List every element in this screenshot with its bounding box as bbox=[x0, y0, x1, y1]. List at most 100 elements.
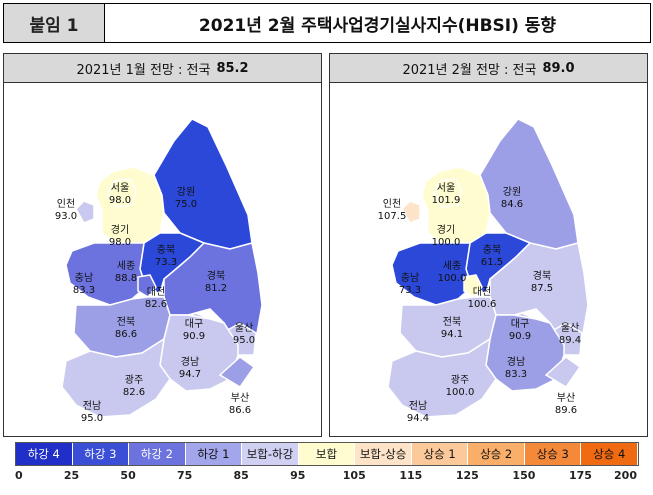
region-value-gyeonggi: 98.0 bbox=[109, 237, 131, 248]
legend-tick: 125 bbox=[455, 469, 479, 482]
legend-tick: 95 bbox=[290, 469, 306, 482]
region-daejeon bbox=[137, 274, 157, 298]
region-busan bbox=[544, 356, 582, 389]
korea-map: 경기98.0서울98.0인천93.0강원75.0충북73.3세종88.8충남83… bbox=[55, 118, 263, 424]
region-name-chungnam: 충남 bbox=[75, 272, 93, 284]
region-name-incheon: 인천 bbox=[383, 198, 401, 210]
region-gyeongbuk bbox=[163, 242, 263, 346]
region-name-seoul: 서울 bbox=[111, 182, 129, 194]
region-value-daejeon: 100.6 bbox=[468, 299, 497, 310]
region-value-busan: 89.6 bbox=[555, 405, 577, 416]
region-name-chungnam: 충남 bbox=[401, 272, 419, 284]
legend-tick: 175 bbox=[568, 469, 592, 482]
region-value-gyeongnam: 94.7 bbox=[179, 369, 201, 380]
panel-caption: 2021년 2월 전망 : 전국 89.0 bbox=[330, 54, 647, 83]
national-value: 85.2 bbox=[216, 60, 249, 76]
caption-text: 2021년 1월 전망 : 전국 bbox=[76, 62, 211, 78]
region-value-sejong: 88.8 bbox=[115, 273, 137, 284]
legend-item-7: 상승 1 bbox=[411, 443, 469, 465]
panel-caption: 2021년 1월 전망 : 전국 85.2 bbox=[4, 54, 321, 83]
region-name-daejeon: 대전 bbox=[147, 286, 165, 298]
legend-item-5: 보합 bbox=[298, 443, 356, 465]
region-gyeongbuk bbox=[489, 242, 589, 346]
region-gangwon bbox=[153, 118, 253, 250]
map-panel-jan: 2021년 1월 전망 : 전국 85.2 경기 98.0 서울 98.0 인천 93.0… bbox=[3, 53, 322, 437]
region-incheon bbox=[75, 200, 95, 224]
region-value-daejeon: 82.6 bbox=[145, 299, 167, 310]
region-name-gyeonggi: 경기 bbox=[437, 223, 455, 236]
legend-item-9: 상승 3 bbox=[524, 443, 582, 465]
region-name-jeonnam: 전남 bbox=[409, 400, 427, 412]
region-value-incheon: 93.0 bbox=[55, 211, 77, 222]
region-jeonnam bbox=[387, 337, 497, 418]
legend-item-4: 보합-하강 bbox=[242, 443, 299, 465]
legend-tick: 85 bbox=[233, 469, 249, 482]
legend-item-3: 하강 1 bbox=[185, 443, 243, 465]
region-name-ulsan: 울산 bbox=[561, 322, 579, 334]
region-name-daegu: 대구 bbox=[511, 318, 529, 330]
region-seoul bbox=[433, 178, 463, 208]
legend-tick: 25 bbox=[63, 469, 80, 482]
region-name-busan: 부산 bbox=[231, 392, 249, 404]
region-value-gyeongbuk: 81.2 bbox=[205, 283, 227, 294]
legend-item-2: 하강 2 bbox=[129, 443, 186, 465]
region-gangwon bbox=[479, 118, 579, 250]
color-legend: 하강 4 하강 3 하강 2 하강 1 보합-하강 보합 보합-상승 상승 1 상승 2 상승 3… bbox=[15, 442, 639, 466]
region-name-sejong: 세종 bbox=[117, 260, 135, 272]
region-name-daegu: 대구 bbox=[185, 318, 203, 330]
region-name-daejeon: 대전 bbox=[473, 286, 491, 298]
region-name-incheon: 인천 bbox=[57, 198, 75, 210]
region-name-busan: 부산 bbox=[557, 392, 575, 404]
region-incheon bbox=[401, 200, 421, 224]
legend-item-1: 하강 3 bbox=[72, 443, 130, 465]
legend-tick: 50 bbox=[120, 469, 136, 482]
region-value-sejong: 100.0 bbox=[438, 273, 467, 284]
region-busan bbox=[218, 356, 256, 389]
region-name-gangwon: 강원 bbox=[503, 186, 521, 198]
legend-item-6: 보합-상승 bbox=[355, 443, 412, 465]
region-value-gwangju: 100.0 bbox=[446, 387, 475, 398]
region-value-seoul: 98.0 bbox=[109, 195, 131, 206]
caption-text: 2021년 2월 전망 : 전국 bbox=[402, 62, 537, 78]
region-name-jeonnam: 전남 bbox=[83, 400, 101, 412]
legend-tick: 200 bbox=[614, 469, 637, 482]
region-value-jeonbuk: 94.1 bbox=[441, 329, 463, 340]
region-name-gyeongbuk: 경북 bbox=[207, 269, 225, 282]
region-name-ulsan: 울산 bbox=[235, 322, 253, 334]
attachment-tag: 붙임 1 bbox=[4, 4, 105, 42]
region-name-gwangju: 광주 bbox=[451, 374, 469, 386]
region-value-gyeonggi: 100.0 bbox=[432, 237, 461, 248]
legend-tick: 75 bbox=[176, 469, 193, 482]
map-panel-feb: 2021년 2월 전망 : 전국 89.0 경기 100.0 서울 101.9 인천 10… bbox=[329, 53, 648, 437]
region-value-daegu: 90.9 bbox=[183, 331, 205, 342]
region-name-seoul: 서울 bbox=[437, 182, 455, 194]
legend-item-0: 하강 4 bbox=[16, 443, 73, 465]
region-seoul bbox=[107, 178, 137, 208]
region-chungnam bbox=[391, 242, 473, 306]
page-title: 2021년 2월 주택사업경기실사지수(HBSI) 동향 bbox=[198, 15, 557, 36]
region-name-gyeongbuk: 경북 bbox=[533, 269, 551, 282]
region-value-chungbuk: 61.5 bbox=[481, 257, 503, 268]
legend-item-8: 상승 2 bbox=[468, 443, 525, 465]
region-value-ulsan: 95.0 bbox=[233, 335, 255, 346]
region-name-gangwon: 강원 bbox=[177, 186, 195, 198]
region-name-chungbuk: 충북 bbox=[483, 244, 501, 256]
region-value-busan: 86.6 bbox=[229, 405, 251, 416]
legend-tick: 0 bbox=[15, 469, 23, 482]
legend-item-10: 상승 4 bbox=[581, 443, 639, 465]
region-value-jeonbuk: 86.6 bbox=[115, 329, 137, 340]
legend-tick: 150 bbox=[512, 469, 536, 482]
report-header: 붙임 1 2021년 2월 주택사업경기실사지수(HBSI) 동향 bbox=[3, 3, 651, 43]
region-value-incheon: 107.5 bbox=[378, 211, 407, 222]
region-name-gyeonggi: 경기 bbox=[111, 223, 129, 236]
legend-tick: 115 bbox=[399, 469, 423, 482]
region-value-gyeongbuk: 87.5 bbox=[531, 283, 553, 294]
region-value-chungbuk: 73.3 bbox=[155, 257, 177, 268]
region-value-jeonnam: 95.0 bbox=[81, 413, 103, 424]
region-value-gangwon: 84.6 bbox=[501, 199, 523, 210]
region-value-daegu: 90.9 bbox=[509, 331, 531, 342]
legend-scale: 0 25 50 75 85 95 105 115 125 150 175 200 bbox=[15, 469, 637, 485]
korea-map: 경기100.0서울101.9인천107.5강원84.6충북61.5세종100.0… bbox=[378, 118, 589, 424]
region-jeonnam bbox=[61, 337, 171, 418]
region-value-gwangju: 82.6 bbox=[123, 387, 145, 398]
